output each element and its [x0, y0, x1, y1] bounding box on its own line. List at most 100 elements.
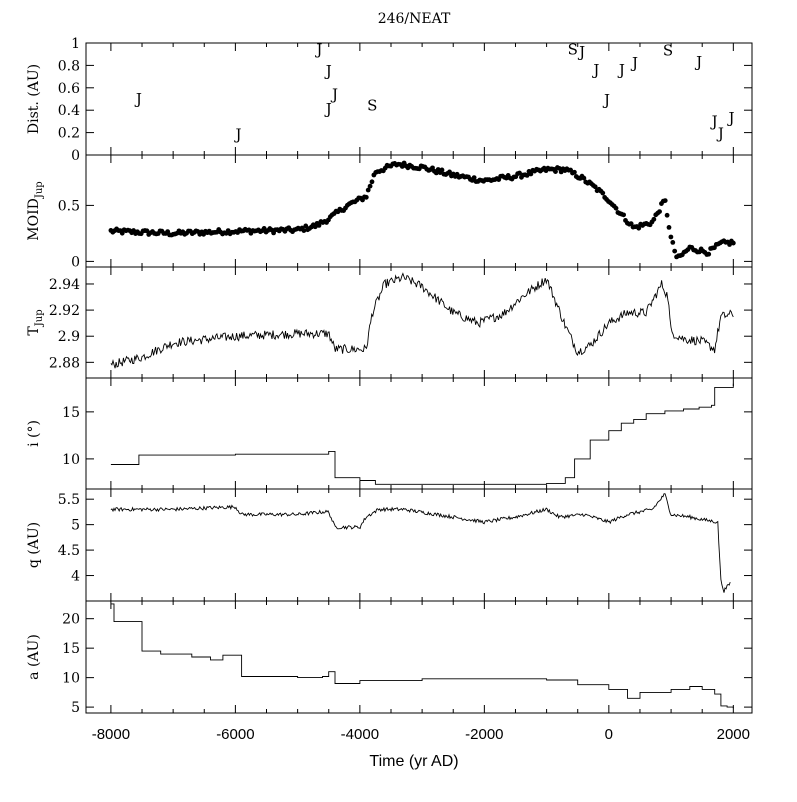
y-tick-label: 2.9	[58, 329, 80, 345]
x-tick-label: -4000	[341, 726, 379, 743]
y-tick-label: 0.6	[58, 81, 80, 97]
encounter-marker: J	[330, 85, 338, 103]
moid-point	[439, 167, 445, 173]
y-tick-label: 5.5	[58, 492, 80, 508]
y-tick-label: 10	[62, 671, 80, 687]
y-tick-label: 0.5	[58, 198, 80, 214]
series-line-q	[110, 493, 731, 593]
y-tick-label: 5	[71, 518, 80, 534]
y-axis-label-moid: MOIDJup	[26, 181, 45, 240]
moid-point	[316, 223, 322, 228]
moid-point	[668, 234, 674, 240]
y-axis-label-q: q (AU)	[26, 522, 42, 568]
moid-point	[261, 226, 267, 231]
y-tick-label: 2.92	[49, 303, 80, 319]
moid-point	[471, 175, 477, 180]
panel-frame-a	[85, 600, 753, 714]
moid-point	[572, 169, 577, 175]
axis-labels: 0 0.2 0.4 0.6 0.8 1 Dist. (AU) 0 0.5 MOIDJup 2.88 2…	[26, 36, 750, 743]
moid-point	[636, 225, 642, 231]
encounter-marker: J	[591, 61, 599, 79]
encounter-marker: J	[134, 90, 142, 108]
y-tick-label: 0	[71, 254, 80, 270]
series-q	[110, 493, 731, 593]
series-line-a	[110, 603, 734, 709]
moid-point	[657, 209, 662, 215]
panel-frame-q	[85, 488, 753, 602]
panel-frame-incl	[85, 377, 753, 490]
series-moid	[108, 160, 736, 260]
moid-point	[301, 228, 307, 233]
y-tick-label: 4.5	[58, 543, 80, 559]
moid-point	[363, 194, 369, 200]
moid-point	[706, 251, 712, 257]
x-tick-label: 0	[605, 726, 613, 743]
moid-point	[447, 169, 452, 175]
moid-point	[581, 175, 587, 181]
encounter-marker: J	[233, 126, 241, 144]
encounter-marker: J	[710, 112, 718, 130]
y-tick-label: 5	[71, 700, 80, 716]
encounter-marker: S	[663, 42, 673, 60]
y-axis-label-dist: Dist. (AU)	[26, 64, 42, 134]
moid-point	[621, 212, 626, 218]
panel-frame-tjup	[85, 266, 753, 379]
x-tick-label: 2000	[717, 726, 750, 743]
panel-frames	[85, 42, 753, 714]
x-tick-label: -8000	[92, 726, 130, 743]
moid-point	[672, 248, 678, 254]
panel-frame-moid	[85, 154, 753, 268]
moid-point	[666, 224, 672, 230]
encounter-marker: S	[568, 41, 578, 59]
encounter-marker: S	[367, 97, 377, 115]
y-tick-label: 15	[62, 405, 80, 421]
y-tick-label: 0.8	[58, 58, 80, 74]
panel-frame-dist	[85, 42, 753, 156]
y-tick-label: 15	[62, 641, 80, 657]
series-tjup	[110, 272, 734, 369]
encounter-marker: J	[324, 62, 332, 80]
moid-point	[556, 165, 562, 171]
y-tick-label: 10	[62, 452, 80, 468]
moid-point	[592, 184, 598, 190]
moid-point	[369, 179, 375, 185]
moid-point	[144, 228, 150, 234]
moid-point	[365, 187, 371, 193]
moid-point	[613, 205, 619, 211]
encounter-marker: J	[577, 43, 585, 61]
y-axis-label-a: a (AU)	[26, 634, 42, 680]
y-tick-label: 0.2	[58, 126, 80, 142]
series-incl	[110, 383, 734, 485]
moid-point	[730, 240, 736, 246]
moid-point	[528, 171, 534, 177]
x-tick-label: -6000	[216, 726, 254, 743]
y-tick-label: 4	[71, 569, 80, 585]
x-axis-label: Time (yr AD)	[369, 753, 458, 770]
moid-point	[367, 183, 373, 189]
moid-point	[517, 170, 522, 176]
moid-point	[651, 216, 657, 222]
moid-point	[670, 240, 676, 245]
encounter-marker: J	[726, 109, 734, 127]
encounter-marker: J	[324, 100, 332, 118]
series-line-incl	[110, 383, 734, 485]
y-tick-label: 0.4	[58, 103, 80, 119]
encounter-marker: J	[716, 125, 724, 143]
moid-point	[662, 198, 668, 203]
x-tick-label: -2000	[465, 726, 503, 743]
moid-point	[600, 190, 606, 196]
series-line-tjup	[110, 272, 734, 369]
encounter-marker: J	[694, 53, 702, 71]
y-tick-label: 2.88	[49, 355, 80, 371]
axis-ticks	[86, 42, 752, 713]
chart-title: 246/NEAT	[378, 11, 451, 27]
moid-point	[303, 223, 309, 229]
y-axis-label-incl: i (°)	[26, 420, 42, 447]
moid-point	[553, 169, 558, 175]
y-axis-label-tjup: TJup	[26, 309, 45, 335]
series-a	[110, 603, 734, 709]
